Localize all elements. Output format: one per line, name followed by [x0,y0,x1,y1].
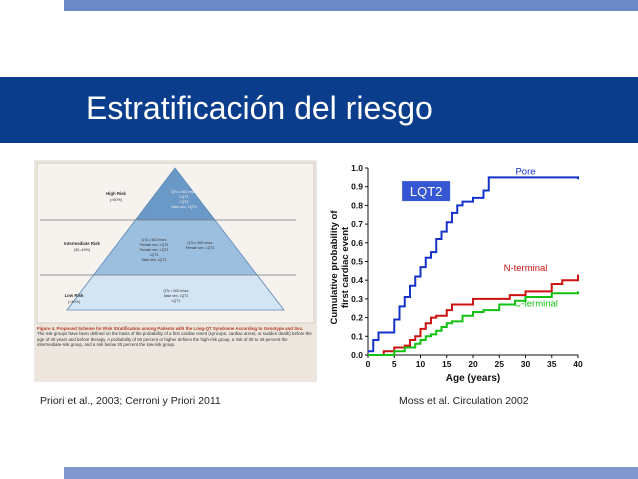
series-line-n-terminal [368,274,579,356]
pyramid-mid-criteria-4: LQT3 [150,253,159,257]
y-tick-label: 1.0 [351,163,363,173]
lqt2-badge-label: LQT2 [410,184,443,199]
x-tick-label: 40 [573,359,583,369]
x-axis-label: Age (years) [446,373,500,384]
bottom-accent-bar [64,467,638,479]
y-tick-label: 0.5 [351,257,363,267]
x-tick-label: 15 [442,359,452,369]
y-tick-label: 0.1 [351,331,363,341]
x-tick-label: 35 [547,359,557,369]
x-tick-label: 30 [521,359,531,369]
pyramid-high-criteria-2: LQT1 [180,195,189,199]
pyramid-high-risk-range: (>50%) [110,198,123,202]
pyramid-intermediate-risk-label: Intermediate Risk [64,241,100,246]
y-tick-label: 0.7 [351,219,363,229]
cardiac-event-chart: Cumulative probability offirst cardiac e… [325,156,589,388]
pyramid-low-criteria-2: Male sex, LQT2 [164,294,189,298]
y-tick-label: 0.9 [351,182,363,192]
title-bar [0,77,638,143]
pyramid-low-criteria-1: QTc < 500 msec [163,289,189,293]
pyramid-intermediate-risk-range: (30–49%) [74,248,91,252]
y-tick-label: 0.4 [351,275,363,285]
pyramid-low-risk-range: (<30%) [68,300,81,304]
series-line-pore [368,176,579,353]
y-tick-label: 0.8 [351,200,363,210]
pyramid-mid-criteria-2: Female sex, LQT3 [140,243,169,247]
series-line-c-terminal [368,291,579,356]
y-tick-label: 0.3 [351,294,363,304]
chart-svg: Cumulative probability offirst cardiac e… [329,163,583,384]
pyramid-mid-criteria-5: Male sex, LQT3 [142,258,167,262]
pyramid-high-criteria-3: LQT2 [180,200,189,204]
y-tick-label: 0.0 [351,350,363,360]
y-tick-label: 0.6 [351,238,363,248]
top-accent-bar [64,0,638,11]
pyramid-mid-criteria-6: QTc ≥ 500 msec [187,241,213,245]
x-tick-label: 20 [468,359,478,369]
pyramid-figure-caption: Figure 4. Proposed Scheme for Risk Strat… [37,326,312,348]
caption-left: Priori et al., 2003; Cerroni y Priori 20… [40,395,221,407]
x-tick-label: 10 [416,359,426,369]
y-axis-label: Cumulative probability offirst cardiac e… [329,210,351,325]
risk-pyramid-figure: High Risk (>50%) QTc ≥ 500 msec LQT1 LQT… [34,160,317,382]
series-label-pore: Pore [515,167,535,178]
series-label-n-terminal: N-terminal [504,263,548,274]
series-label-c-terminal: C-terminal [514,298,558,309]
pyramid-high-criteria-1: QTc ≥ 500 msec [171,190,197,194]
risk-pyramid: High Risk (>50%) QTc ≥ 500 msec LQT1 LQT… [34,160,317,382]
slide-title: Estratificación del riesgo [86,90,433,126]
caption-right: Moss et al. Circulation 2002 [399,395,529,407]
pyramid-mid-criteria-1: QTc ≥ 500 msec [141,238,167,242]
pyramid-low-criteria-3: LQT1 [172,299,181,303]
pyramid-figure-title: Figure 4. Proposed Scheme for Risk Strat… [37,326,304,331]
pyramid-high-risk-label: High Risk [106,191,126,196]
x-tick-label: 5 [392,359,397,369]
pyramid-mid-criteria-3: Female sex, LQT2 [140,248,169,252]
x-tick-label: 25 [495,359,505,369]
pyramid-high-criteria-4: Male sex, LQT3 [171,205,196,209]
y-tick-label: 0.2 [351,313,363,323]
x-tick-label: 0 [366,359,371,369]
pyramid-mid-criteria-7: Female sex, LQT3 [186,246,215,250]
lqt2-badge [402,181,451,202]
pyramid-figure-text: The risk groups have been defined on the… [37,331,312,348]
pyramid-low-risk-label: Low Risk [65,293,84,298]
